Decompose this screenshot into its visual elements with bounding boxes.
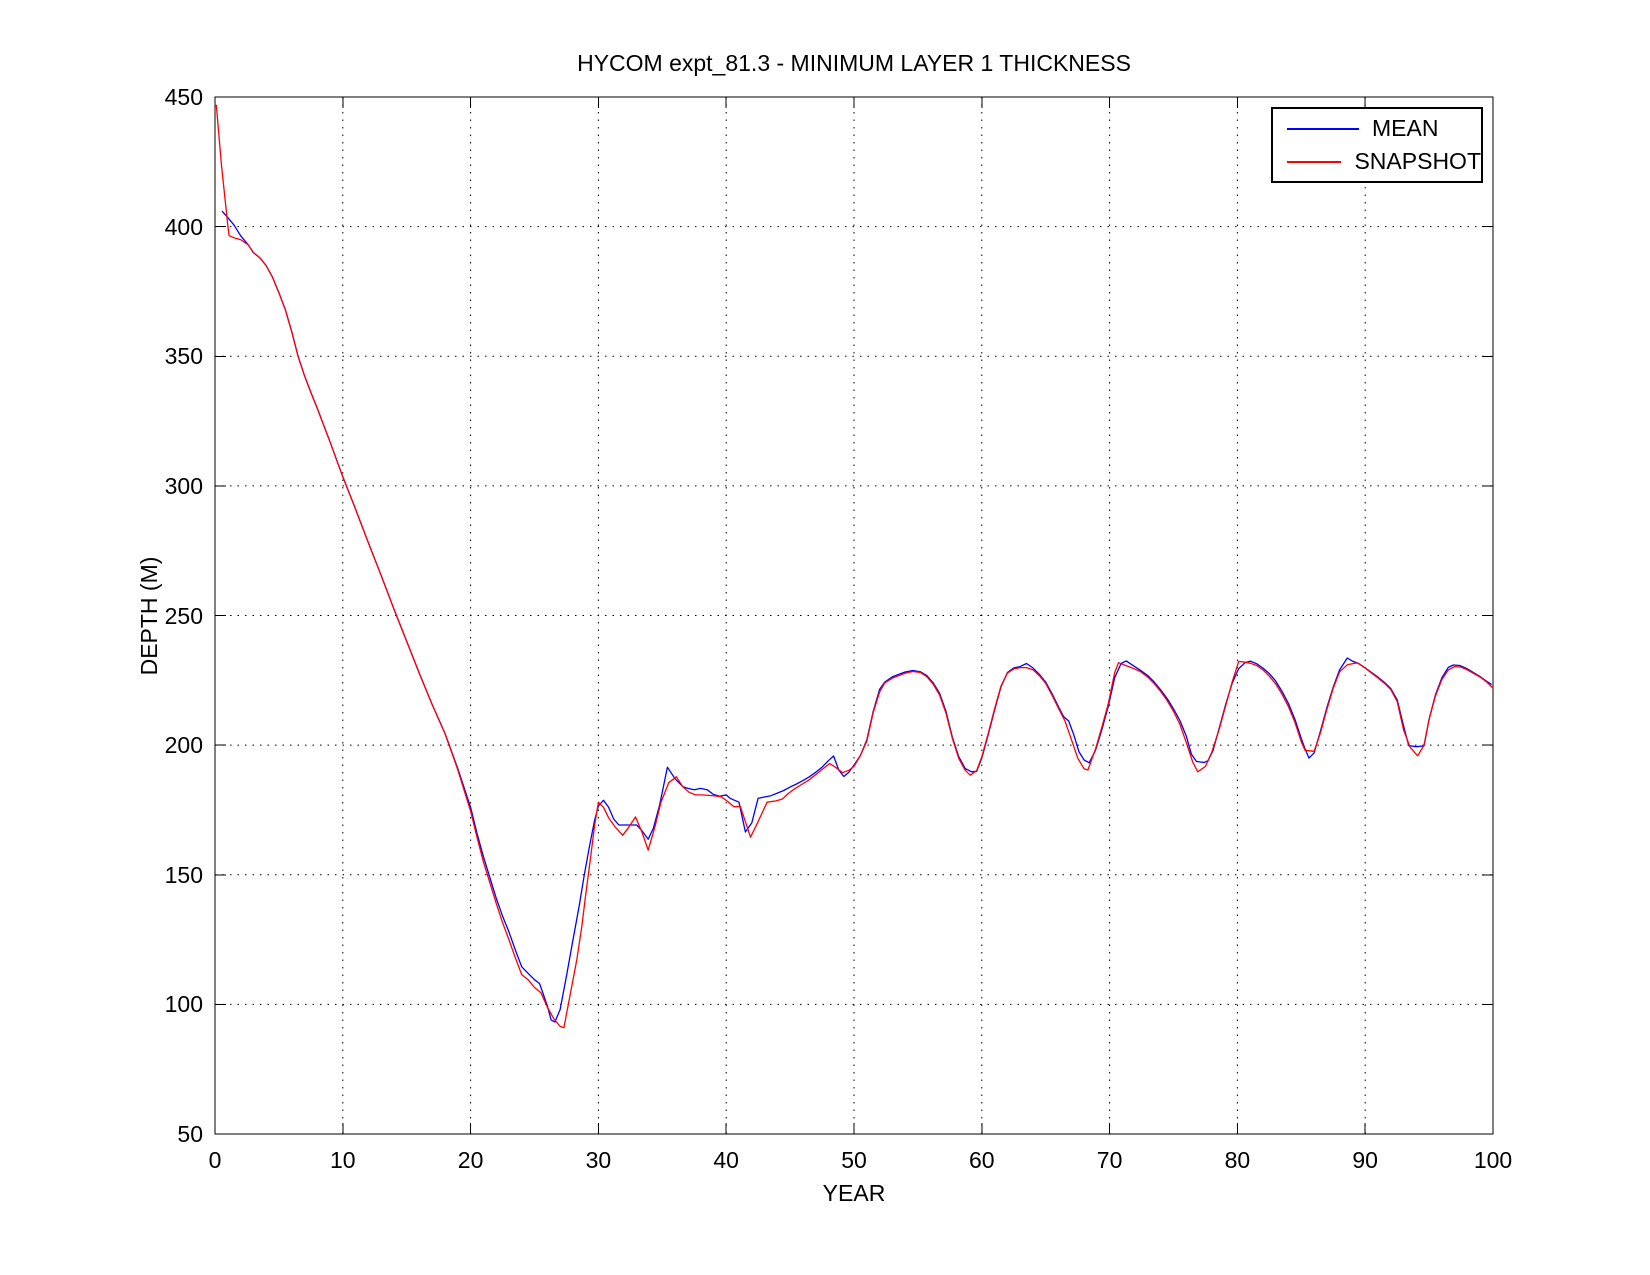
y-tick-label: 450: [164, 84, 203, 110]
legend-label-snapshot: SNAPSHOT: [1354, 148, 1481, 174]
chart-title: HYCOM expt_81.3 - MINIMUM LAYER 1 THICKN…: [577, 50, 1131, 76]
y-tick-label: 50: [177, 1121, 203, 1147]
x-tick-label: 30: [585, 1147, 612, 1173]
series-mean-line: [221, 210, 1493, 1023]
legend-entry-snapshot[interactable]: SNAPSHOT: [1287, 148, 1481, 175]
x-tick-label: 0: [208, 1147, 222, 1173]
y-tick-label: 300: [164, 472, 203, 499]
series-snapshot-line: [215, 104, 1494, 1029]
legend-box[interactable]: MEAN SNAPSHOT: [1271, 107, 1483, 183]
legend-line-sample-mean: [1287, 127, 1359, 130]
x-tick-label: 80: [1224, 1147, 1251, 1173]
y-tick-label: 150: [164, 861, 203, 888]
y-tick-label: 350: [164, 343, 203, 370]
y-tick-label: 100: [164, 991, 203, 1018]
y-tick-label: 200: [164, 732, 203, 759]
legend-entry-mean[interactable]: MEAN: [1287, 115, 1481, 142]
x-tick-label: 20: [457, 1147, 484, 1173]
y-tick-label: 250: [164, 602, 203, 629]
x-axis-label: YEAR: [822, 1180, 886, 1206]
x-tick-label: 90: [1352, 1147, 1378, 1173]
x-tick-label: 100: [1473, 1147, 1513, 1173]
x-tick-label: 40: [713, 1147, 739, 1173]
x-tick-label: 60: [969, 1147, 995, 1173]
legend-line-sample-snapshot: [1287, 160, 1342, 163]
legend-label-mean: MEAN: [1372, 115, 1439, 141]
x-tick-label: 70: [1096, 1147, 1123, 1173]
y-tick-label: 400: [164, 213, 203, 240]
x-tick-label: 50: [841, 1147, 867, 1173]
x-tick-label: 10: [330, 1147, 356, 1173]
